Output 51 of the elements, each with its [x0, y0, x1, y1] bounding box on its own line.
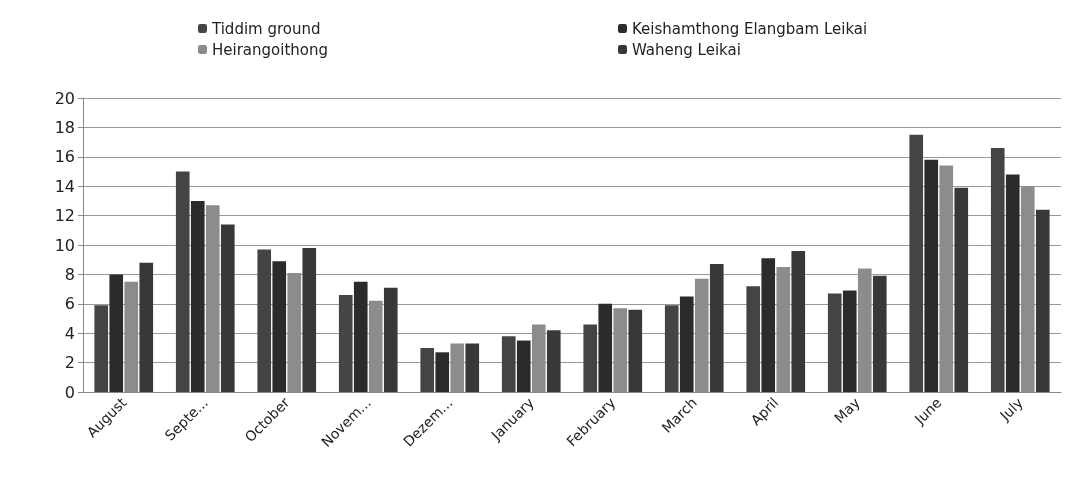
bar [272, 261, 287, 392]
bar [302, 247, 317, 392]
y-tick-label: 14 [54, 176, 75, 196]
bar [628, 309, 643, 392]
y-tick-label: 2 [64, 353, 75, 373]
bar [924, 159, 939, 392]
bar [664, 305, 679, 392]
bar [139, 262, 154, 392]
bar [516, 340, 531, 392]
y-tick-label: 0 [64, 382, 75, 402]
y-tick-label: 6 [64, 294, 75, 314]
bar [909, 134, 924, 392]
y-tick-label: 20 [54, 88, 75, 108]
bar [338, 294, 353, 392]
bar [1005, 174, 1020, 392]
bar [353, 281, 368, 392]
bar [1035, 209, 1050, 392]
legend-label: Waheng Leikai [632, 40, 741, 59]
bar [791, 250, 806, 392]
legend-label: Tiddim ground [211, 19, 321, 38]
bar [761, 258, 776, 392]
bar [842, 290, 857, 392]
bar [546, 330, 561, 392]
bar [190, 200, 205, 392]
bar [679, 296, 694, 392]
bar [257, 249, 272, 392]
bar [709, 264, 724, 392]
y-tick-label: 12 [54, 206, 75, 226]
bar [109, 274, 124, 392]
bar [954, 187, 969, 392]
bar [465, 343, 480, 392]
bar [583, 324, 598, 392]
legend-label: Heirangoithong [212, 40, 329, 59]
y-tick-label: 10 [54, 235, 75, 255]
y-tick-label: 8 [64, 264, 75, 284]
y-tick-label: 18 [54, 117, 75, 137]
bar [827, 293, 842, 392]
bar [435, 352, 450, 392]
bar [990, 147, 1005, 392]
y-tick-label: 4 [64, 323, 75, 343]
bar [598, 303, 613, 392]
bar [872, 275, 887, 392]
bar [94, 305, 109, 392]
bar [175, 171, 190, 392]
bar [746, 286, 761, 392]
bar [420, 347, 435, 392]
bar [383, 287, 398, 392]
y-tick-label: 16 [54, 147, 75, 167]
bar [501, 336, 516, 392]
bar [220, 224, 235, 392]
legend-label: Keishamthong Elangbam Leikai [632, 19, 868, 38]
